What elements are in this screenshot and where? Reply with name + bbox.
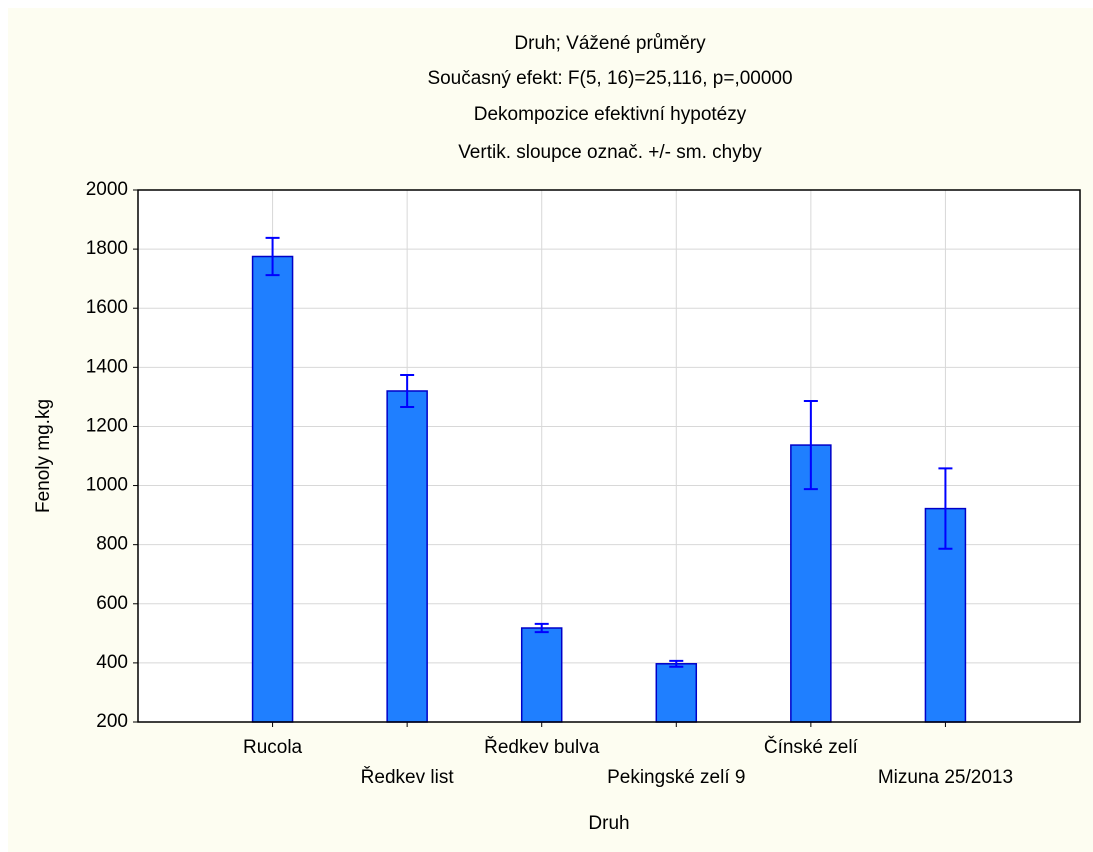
y-tick-label: 2000 — [86, 179, 128, 200]
y-tick-label: 1600 — [86, 297, 128, 318]
error-bar — [669, 659, 684, 668]
error-bar — [803, 400, 818, 491]
x-axis-label: Druh — [588, 813, 629, 834]
y-tick-label: 1000 — [86, 475, 128, 496]
error-bar — [534, 622, 549, 634]
x-tick-label: Ředkev bulva — [484, 736, 600, 758]
error-bar — [265, 236, 280, 277]
y-tick-label: 400 — [96, 652, 128, 673]
bar — [386, 390, 428, 723]
y-tick-label: 200 — [96, 711, 128, 732]
x-tick-label: Ředkev list — [361, 766, 455, 788]
chart-subtitle: Dekompozice efektivní hypotézy — [474, 104, 747, 125]
y-tick-label: 1800 — [86, 238, 128, 259]
y-tick-label: 600 — [96, 593, 128, 614]
plot-area — [138, 190, 1080, 722]
x-tick-label: Mizuna 25/2013 — [878, 767, 1013, 788]
bar — [251, 255, 294, 723]
chart-subtitle: Současný efekt: F(5, 16)=25,116, p=,0000… — [427, 68, 792, 89]
error-bar — [938, 467, 953, 550]
x-tick-label: Čínské zelí — [764, 736, 859, 758]
bar — [655, 663, 698, 723]
error-bar — [400, 374, 415, 408]
x-tick-label: Rucola — [243, 737, 303, 758]
bar — [790, 444, 832, 723]
y-tick-label: 1200 — [86, 415, 128, 436]
x-tick-label: Pekingské zelí 9 — [607, 767, 745, 788]
plot-frame — [137, 189, 1081, 723]
bar — [520, 627, 563, 723]
y-axis-label: Fenoly mg.kg — [33, 399, 54, 513]
y-tick-label: 800 — [96, 534, 128, 555]
chart-subtitle: Vertik. sloupce označ. +/- sm. chyby — [458, 142, 762, 163]
chart-title: Druh; Vážené průměry — [514, 33, 706, 54]
y-tick-label: 1400 — [86, 356, 128, 377]
